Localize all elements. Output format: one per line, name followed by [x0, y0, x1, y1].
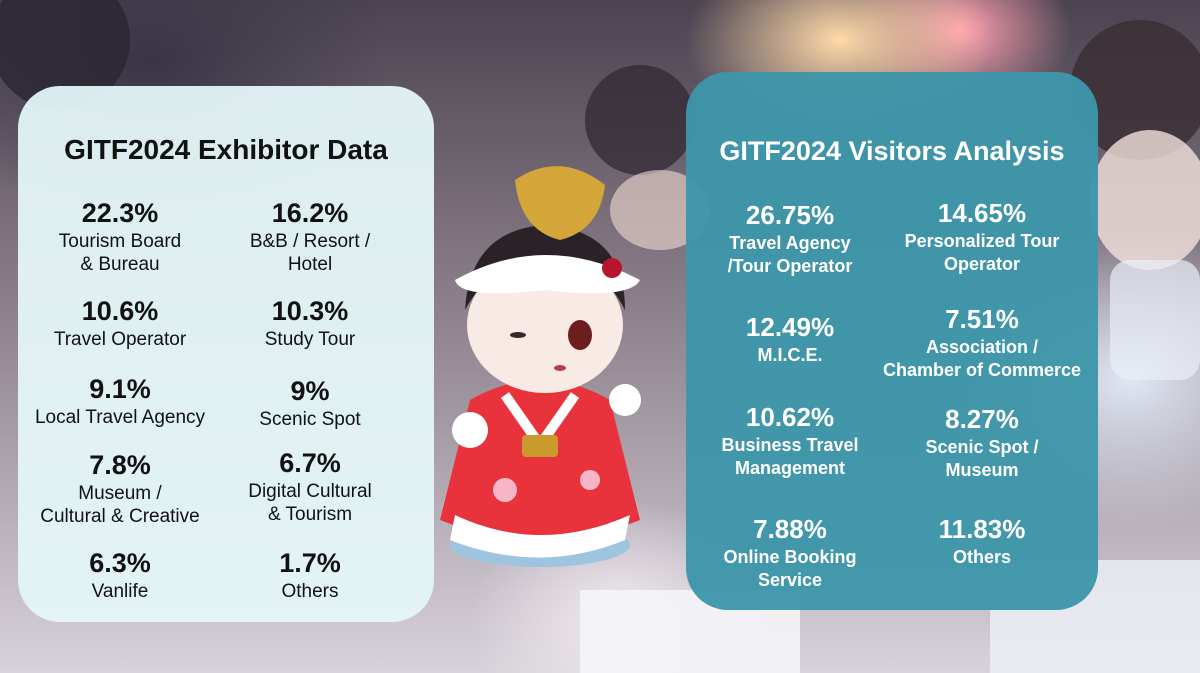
- stat-value: 7.8%: [89, 450, 151, 480]
- stat-value: 6.3%: [89, 548, 151, 578]
- exhibitor-panel-title: GITF2024 Exhibitor Data: [64, 134, 388, 165]
- stat-label: Vanlife: [91, 581, 149, 602]
- exhibitor-stat: 9.1% Local Travel Agency: [20, 374, 220, 429]
- stat-label: B&B / Resort / Hotel: [249, 231, 371, 275]
- stat-value: 9.1%: [89, 374, 151, 404]
- stat-label: Digital Cultural & Tourism: [248, 481, 372, 525]
- stat-value: 16.2%: [271, 198, 349, 228]
- visitor-stat: 11.83% Others: [882, 514, 1082, 569]
- stat-label: M.I.C.E.: [757, 345, 823, 365]
- visitor-stat: 14.65% Personalized Tour Operator: [882, 198, 1082, 276]
- stat-label: Business Travel Management: [721, 435, 859, 478]
- exhibitor-stat: 10.3% Study Tour: [210, 296, 410, 351]
- stat-label: Scenic Spot / Museum: [925, 437, 1039, 480]
- stat-label: Study Tour: [264, 329, 356, 350]
- visitors-panel-title: GITF2024 Visitors Analysis: [719, 136, 1065, 166]
- stat-value: 22.3%: [81, 198, 159, 228]
- stat-label: Association / Chamber of Commerce: [882, 337, 1082, 380]
- stat-value: 6.7%: [279, 448, 341, 478]
- stat-value: 9%: [290, 376, 330, 406]
- visitor-stat: 7.88% Online Booking Service: [690, 514, 890, 592]
- stat-label: Personalized Tour Operator: [904, 231, 1060, 274]
- stat-label: Others: [281, 581, 339, 602]
- stat-value: 10.62%: [745, 402, 835, 432]
- stat-value: 10.3%: [271, 296, 349, 326]
- exhibitor-stat: 10.6% Travel Operator: [20, 296, 220, 351]
- stat-value: 10.6%: [81, 296, 159, 326]
- visitor-stat: 8.27% Scenic Spot / Museum: [882, 404, 1082, 482]
- exhibitor-stat: 6.3% Vanlife: [20, 548, 220, 603]
- stat-label: Online Booking Service: [723, 547, 857, 590]
- exhibitor-data-panel: GITF2024 Exhibitor Data 22.3% Tourism Bo…: [18, 86, 434, 622]
- exhibitor-stat: 9% Scenic Spot: [210, 376, 410, 431]
- exhibitor-stat: 6.7% Digital Cultural & Tourism: [210, 448, 410, 526]
- visitors-analysis-panel: GITF2024 Visitors Analysis 26.75% Travel…: [686, 72, 1098, 610]
- stat-label: Travel Agency /Tour Operator: [727, 233, 853, 276]
- stat-value: 7.88%: [753, 514, 827, 544]
- stat-label: Tourism Board & Bureau: [58, 231, 182, 275]
- stat-value: 7.51%: [945, 304, 1019, 334]
- stat-label: Travel Operator: [53, 329, 187, 350]
- visitor-stat: 7.51% Association / Chamber of Commerce: [882, 304, 1082, 382]
- exhibitor-stat: 7.8% Museum / Cultural & Creative: [20, 450, 220, 528]
- visitor-stat: 10.62% Business Travel Management: [690, 402, 890, 480]
- visitor-stat: 26.75% Travel Agency /Tour Operator: [690, 200, 890, 278]
- stat-value: 11.83%: [938, 514, 1026, 544]
- stat-value: 12.49%: [745, 312, 835, 342]
- stat-label: Others: [952, 547, 1012, 567]
- stat-label: Scenic Spot: [259, 409, 361, 430]
- stat-label: Museum / Cultural & Creative: [40, 483, 200, 527]
- stat-value: 14.65%: [937, 198, 1027, 228]
- exhibitor-stat: 16.2% B&B / Resort / Hotel: [210, 198, 410, 276]
- stat-value: 26.75%: [745, 200, 835, 230]
- stat-value: 1.7%: [279, 548, 341, 578]
- stat-label: Local Travel Agency: [34, 407, 206, 428]
- visitor-stat: 12.49% M.I.C.E.: [690, 312, 890, 367]
- exhibitor-stat: 1.7% Others: [210, 548, 410, 603]
- stat-value: 8.27%: [945, 404, 1019, 434]
- exhibitor-stat: 22.3% Tourism Board & Bureau: [20, 198, 220, 276]
